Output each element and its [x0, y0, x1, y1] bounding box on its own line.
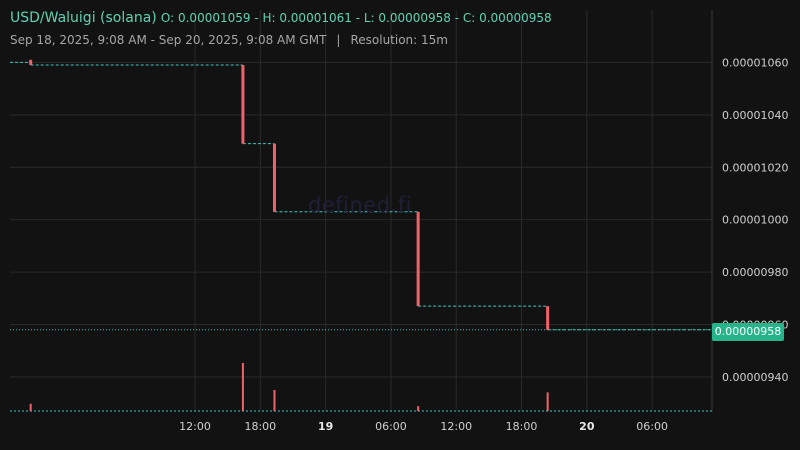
volume-bar: [241, 363, 244, 411]
y-tick-label: 0.00001020: [722, 161, 788, 174]
watermark: defined.fi: [308, 193, 412, 217]
x-tick-label: 06:00: [375, 420, 407, 433]
date-range: Sep 18, 2025, 9:08 AM - Sep 20, 2025, 9:…: [10, 33, 327, 47]
x-tick-label: 18:00: [506, 420, 538, 433]
volume-bar: [417, 406, 420, 411]
x-tick-label: 12:00: [440, 420, 472, 433]
x-tick-label: 18:00: [244, 420, 276, 433]
down-candle: [29, 59, 33, 66]
volume-bar: [29, 403, 32, 411]
chart-subheader: Sep 18, 2025, 9:08 AM - Sep 20, 2025, 9:…: [10, 33, 448, 47]
y-tick-label: 0.00001000: [722, 214, 788, 227]
down-candle: [546, 306, 550, 330]
x-tick-label: 12:00: [179, 420, 211, 433]
y-tick-label: 0.00001060: [722, 56, 788, 69]
down-candle: [241, 65, 245, 144]
pair-title: USD/Waluigi (solana): [10, 10, 157, 26]
y-tick-label: 0.00000940: [722, 371, 788, 384]
y-tick-label: 0.00001040: [722, 109, 788, 122]
separator: |: [336, 33, 341, 47]
last-price-tag: 0.00000958: [712, 323, 784, 341]
down-candle: [416, 211, 420, 307]
ohlc-readout: O: 0.00001059 - H: 0.00001061 - L: 0.000…: [160, 11, 552, 25]
volume-bar: [273, 390, 276, 411]
x-tick-label: 06:00: [636, 420, 668, 433]
chart-header: USD/Waluigi (solana) O: 0.00001059 - H: …: [10, 10, 552, 26]
volume-bar: [546, 392, 549, 411]
resolution-label: Resolution: 15m: [350, 33, 448, 47]
x-tick-label: 20: [579, 420, 595, 433]
down-candle: [272, 143, 276, 212]
y-tick-label: 0.00000980: [722, 266, 788, 279]
x-tick-label: 19: [318, 420, 333, 433]
